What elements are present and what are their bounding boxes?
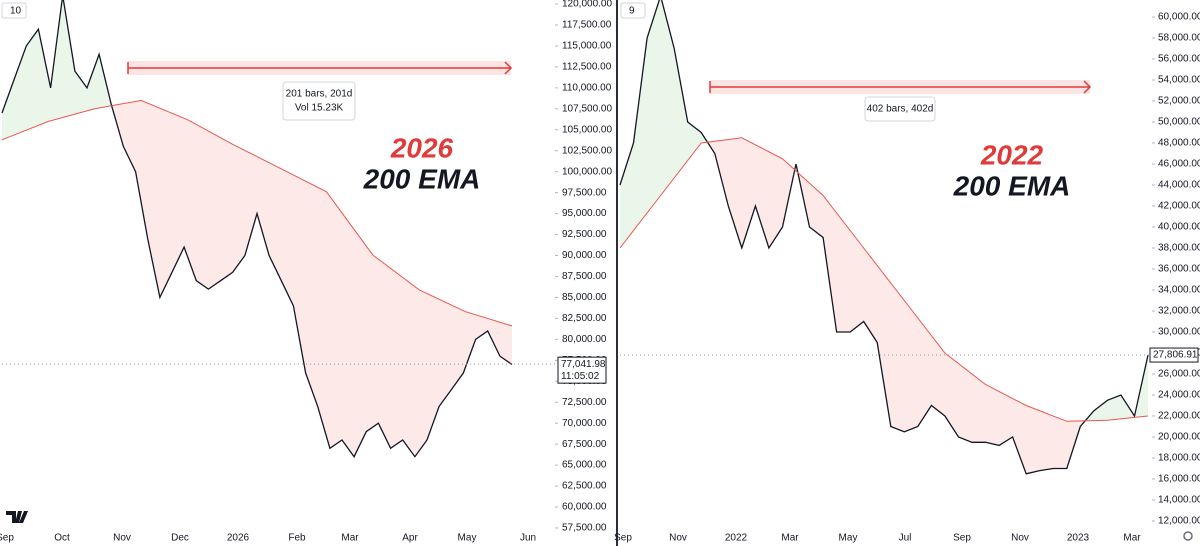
y-tick-label: 95,000.00 [562,208,607,219]
x-tick-label: Dec [171,533,189,544]
range-box [282,81,356,121]
arrow-head [1083,80,1092,94]
y-tick-label: 22,000.00 [1158,411,1200,422]
y-tick-label: 32,000.00 [1158,306,1200,317]
x-tick-label: Nov [1011,533,1029,544]
x-tick-label: Mar [341,533,359,544]
x-tick-label: May [839,533,858,544]
x-tick-label: 2023 [1067,533,1090,544]
x-tick-label: Nov [669,533,687,544]
y-tick-label: 52,000.00 [1158,96,1200,107]
y-tick-label: 80,000.00 [562,334,607,345]
y-tick-label: 92,500.00 [562,229,607,240]
range-label: 201 bars, 201d [286,89,353,100]
y-tick-label: 110,000.00 [562,82,612,93]
last-price-box [557,356,607,384]
y-tick-label: 62,500.00 [562,481,607,492]
x-tick-label: Sep [614,533,632,544]
y-tick-label: 18,000.00 [1158,453,1200,464]
y-tick-label: 44,000.00 [1158,180,1200,191]
price-line [1,0,513,458]
y-tick-label: 85,000.00 [562,292,607,303]
y-tick-label: 40,000.00 [1158,222,1200,233]
y-tick-label: 65,000.00 [562,460,607,471]
y-tick-label: 70,000.00 [562,418,607,429]
y-tick-label: 20,000.00 [1158,432,1200,443]
y-tick-label: 14,000.00 [1158,495,1200,506]
x-tick-label: Mar [781,533,799,544]
y-tick-label: 26,000.00 [1158,369,1200,380]
y-tick-label: 105,000.00 [562,124,612,135]
y-tick-label: 38,000.00 [1158,243,1200,254]
y-tick-label: 57,500.00 [562,523,607,534]
interval-label: 9 [629,6,635,17]
y-tick-label: 87,500.00 [562,271,607,282]
y-tick-label: 120,000.00 [562,0,612,10]
y-tick-label: 50,000.00 [1158,117,1200,128]
y-tick-label: 60,000.00 [562,502,607,513]
last-price-box [1149,347,1199,363]
x-tick-label: Sep [0,533,14,544]
tv-logo-mark [6,511,28,523]
last-price-label: 77,041.98 [561,359,606,370]
x-tick-label: Apr [402,533,418,544]
x-tick-label: Mar [1123,533,1141,544]
ema-line [1,99,513,327]
ema-annotation: 200 EMA [953,170,1071,201]
interval-label: 10 [10,6,22,17]
x-tick-label: Oct [54,533,70,544]
settings-icon [1183,531,1193,541]
x-tick-label: Nov [113,533,131,544]
y-tick-label: 117,500.00 [562,20,612,31]
interval-box [620,2,646,19]
y-tick-label: 72,500.00 [562,397,607,408]
arrow-head [504,61,513,75]
y-tick-label: 16,000.00 [1158,474,1200,485]
y-tick-label: 60,000.00 [1158,12,1200,23]
last-price-label: 27,806.91 [1153,350,1198,361]
fill-below-ema [2,100,512,457]
y-tick-label: 97,500.00 [562,187,607,198]
y-tick-label: 67,500.00 [562,439,607,450]
y-tick-label: 54,000.00 [1158,75,1200,86]
y-tick-label: 82,500.00 [562,313,607,324]
y-tick-label: 112,500.00 [562,62,612,73]
x-tick-label: Jul [899,533,912,544]
y-tick-label: 36,000.00 [1158,264,1200,275]
y-tick-label: 48,000.00 [1158,138,1200,149]
y-tick-label: 90,000.00 [562,250,607,261]
fill-below-ema [620,137,1148,474]
x-tick-label: 2026 [227,533,250,544]
y-tick-label: 24,000.00 [1158,390,1200,401]
y-tick-label: 12,000.00 [1158,516,1200,527]
y-tick-label: 58,000.00 [1158,33,1200,44]
y-tick-label: 42,000.00 [1158,201,1200,212]
x-tick-label: 2022 [725,533,748,544]
range-box [864,96,936,122]
interval-box [1,2,27,19]
price-line [619,0,1149,475]
x-tick-label: Feb [288,533,306,544]
range-label: Vol 15.23K [295,103,344,114]
y-tick-label: 100,000.00 [562,166,612,177]
range-label: 402 bars, 402d [867,104,934,115]
x-tick-label: Sep [953,533,971,544]
y-tick-label: 46,000.00 [1158,159,1200,170]
ema-line [619,137,1149,422]
y-tick-label: 107,500.00 [562,103,612,114]
ema-annotation: 200 EMA [363,163,481,194]
y-tick-label: 56,000.00 [1158,54,1200,65]
x-tick-label: May [458,533,477,544]
y-tick-label: 30,000.00 [1158,327,1200,338]
year-annotation: 2022 [980,139,1044,170]
y-tick-label: 115,000.00 [562,41,612,52]
y-tick-label: 34,000.00 [1158,285,1200,296]
countdown: 11:05:02 [561,371,600,382]
year-annotation: 2026 [390,132,454,163]
x-tick-label: Jun [520,533,536,544]
y-tick-label: 102,500.00 [562,145,612,156]
